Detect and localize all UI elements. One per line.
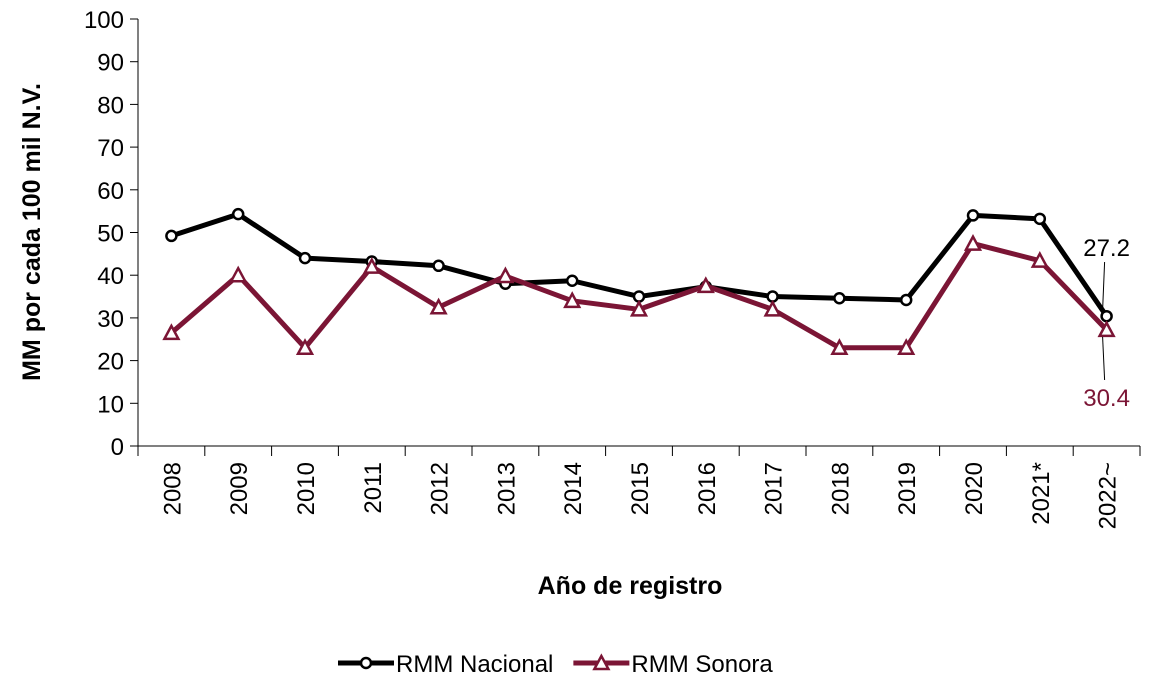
point [629, 299, 649, 317]
point [496, 266, 515, 284]
point [165, 229, 178, 243]
legend-label: RMM Sonora [631, 651, 773, 678]
x-tick-label: 2018 [827, 462, 854, 515]
x-tick-label: 2015 [627, 462, 654, 515]
point [899, 293, 913, 307]
point [1100, 309, 1113, 323]
point [833, 292, 846, 305]
y-tick-label: 100 [84, 7, 124, 34]
x-axis-label: Año de registro [538, 572, 723, 600]
x-tick-label: 2020 [961, 462, 988, 515]
x-tick-label: 2009 [226, 462, 253, 515]
legend-label: RMM Nacional [396, 651, 553, 678]
y-tick-label: 50 [97, 221, 124, 248]
legend-marker [592, 653, 611, 671]
point [432, 259, 445, 273]
y-tick-label: 30 [97, 306, 124, 333]
y-tick-label: 0 [111, 434, 124, 461]
point [565, 274, 579, 288]
point [162, 323, 181, 341]
y-tick-label: 20 [97, 349, 124, 376]
y-tick-label: 10 [97, 391, 124, 418]
point [429, 297, 448, 315]
x-tick-label: 2019 [894, 462, 921, 515]
x-tick-label: 2010 [293, 462, 320, 515]
point [1033, 212, 1047, 226]
x-tick-label: 2022~ [1095, 462, 1122, 529]
point [1097, 320, 1116, 338]
point [696, 276, 715, 294]
point [963, 233, 983, 251]
annotation: 30.4 [1083, 385, 1130, 412]
leader-line [1102, 261, 1106, 311]
y-tick-label: 60 [97, 178, 124, 205]
x-tick-label: 2016 [694, 462, 721, 515]
y-tick-label: 40 [97, 263, 124, 290]
x-tick-label: 2011 [360, 462, 387, 514]
y-tick-label: 70 [97, 135, 124, 162]
y-axis-label: MM por cada 100 mil N.V. [18, 83, 46, 381]
y-tick-label: 80 [97, 92, 124, 119]
x-tick-label: 2008 [159, 462, 186, 515]
x-tick-label: 2013 [493, 462, 520, 515]
annotation: 27.2 [1083, 235, 1130, 262]
leader-line [1102, 336, 1106, 381]
point [295, 338, 315, 356]
point [563, 291, 582, 309]
point [897, 338, 916, 356]
point [231, 207, 245, 221]
legend: RMM Nacional RMM Sonora [338, 651, 773, 678]
x-tick-label: 2012 [427, 462, 454, 515]
point [966, 209, 980, 222]
point [362, 257, 381, 274]
point [229, 265, 248, 283]
x-tick-label: 2014 [560, 462, 587, 515]
point [830, 338, 849, 356]
x-tick-label: 2017 [761, 462, 788, 515]
legend-marker [359, 656, 373, 670]
y-tick-label: 90 [97, 50, 124, 77]
point [1030, 251, 1049, 268]
point [298, 251, 312, 265]
x-tick-label: 2021* [1028, 462, 1055, 525]
point [763, 299, 782, 317]
